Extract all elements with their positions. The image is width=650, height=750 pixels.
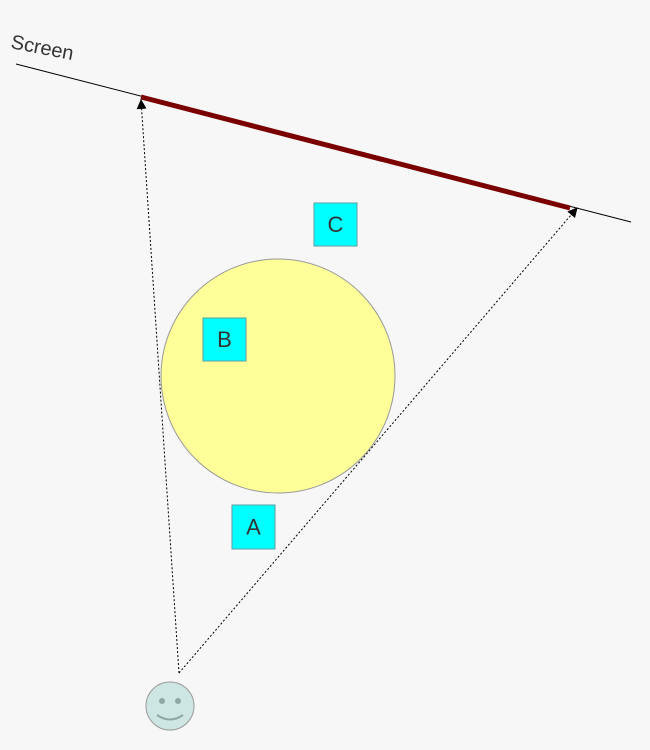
label-c: C [328, 212, 344, 237]
smile-icon [156, 714, 184, 721]
label-box-c: C [313, 202, 358, 247]
label-a: A [246, 515, 261, 540]
screen-visible-segment [140, 94, 571, 211]
label-box-a: A [231, 504, 276, 550]
label-b: B [217, 327, 232, 352]
label-box-b: B [202, 317, 247, 362]
smiley-face-icon [145, 681, 195, 731]
screen-label: Screen [9, 31, 75, 65]
right-eye-icon [175, 698, 181, 704]
occluding-circle [160, 258, 396, 494]
left-eye-icon [159, 698, 165, 704]
